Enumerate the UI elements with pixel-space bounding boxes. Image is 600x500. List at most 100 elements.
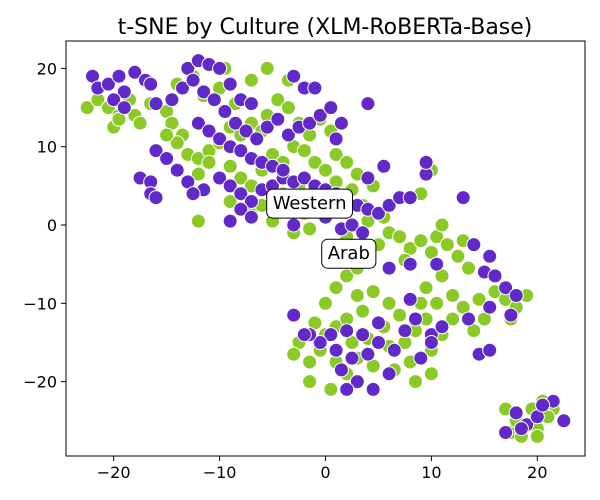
point-series-1-94 xyxy=(402,256,418,272)
point-series-0-92 xyxy=(445,311,461,327)
point-series-1-43 xyxy=(212,170,228,186)
point-series-0-31 xyxy=(201,154,217,170)
point-series-0-32 xyxy=(222,158,238,174)
point-series-1-19 xyxy=(243,96,259,112)
y-tick-label: 0 xyxy=(47,216,57,235)
point-series-1-66 xyxy=(344,217,360,233)
annotation-box xyxy=(266,188,354,219)
annotation-label: Western xyxy=(273,193,347,214)
point-series-1-128 xyxy=(461,311,476,327)
point-series-1-67 xyxy=(355,225,371,241)
point-series-1-59 xyxy=(381,197,397,213)
point-series-1-40 xyxy=(169,162,185,178)
chart-title: t-SNE by Culture (XLM-RoBERTa-Base) xyxy=(118,15,533,40)
point-series-1-115 xyxy=(349,374,365,390)
point-series-1-26 xyxy=(249,131,265,147)
point-series-1-72 xyxy=(233,143,249,159)
point-series-1-70 xyxy=(212,131,228,147)
point-series-0-140 xyxy=(429,295,445,311)
point-series-1-107 xyxy=(360,346,376,362)
point-series-1-22 xyxy=(206,92,222,108)
point-series-1-103 xyxy=(286,307,302,323)
point-series-0-135 xyxy=(302,374,318,390)
point-series-0-43 xyxy=(339,154,355,170)
point-series-1-98 xyxy=(355,327,371,343)
point-series-0-136 xyxy=(323,381,339,397)
annotation-box xyxy=(321,238,377,269)
point-series-0-123 xyxy=(339,268,355,284)
point-series-1-125 xyxy=(498,280,514,296)
point-series-1-28 xyxy=(270,111,286,127)
point-series-0-137 xyxy=(408,374,423,390)
point-series-0-40 xyxy=(307,154,323,170)
point-series-1-81 xyxy=(185,186,201,202)
point-series-0-59 xyxy=(302,221,318,237)
point-series-1-87 xyxy=(402,190,418,206)
point-series-1-10 xyxy=(148,96,164,112)
point-series-1-99 xyxy=(339,323,355,339)
point-series-1-88 xyxy=(360,96,376,112)
point-series-1-69 xyxy=(201,123,217,139)
point-series-1-126 xyxy=(482,299,498,315)
point-series-1-139 xyxy=(482,248,498,264)
point-series-1-44 xyxy=(222,178,238,194)
point-series-1-61 xyxy=(243,209,259,225)
x-tick-label: −10 xyxy=(203,463,237,482)
point-series-1-62 xyxy=(286,217,302,233)
point-series-1-34 xyxy=(333,115,349,131)
annotation-western: Western xyxy=(266,188,354,219)
point-series-0-138 xyxy=(423,366,439,382)
point-series-1-89 xyxy=(328,131,344,147)
point-series-1-20 xyxy=(185,72,201,88)
point-series-1-106 xyxy=(344,350,360,366)
point-series-0-50 xyxy=(243,72,259,88)
point-series-1-31 xyxy=(302,115,318,131)
point-series-1-25 xyxy=(238,123,254,139)
point-series-1-111 xyxy=(408,311,423,327)
point-series-0-30 xyxy=(190,166,206,182)
point-series-1-97 xyxy=(371,315,386,331)
point-series-1-24 xyxy=(228,115,243,131)
point-series-1-8 xyxy=(106,92,122,108)
point-series-1-38 xyxy=(148,143,164,159)
point-series-0-33 xyxy=(233,170,249,186)
axes-layer: −20 −10 0 10 20 −20 −10 0 10 20 xyxy=(23,59,547,482)
point-series-1-122 xyxy=(482,342,498,358)
annotation-label: Arab xyxy=(328,243,370,264)
y-tick-label: −20 xyxy=(23,373,57,392)
point-series-0-51 xyxy=(259,60,275,76)
annotation-layer: Western Arab xyxy=(266,188,377,269)
point-series-0-121 xyxy=(318,295,333,311)
point-series-1-58 xyxy=(371,205,386,221)
y-tick-label: −10 xyxy=(23,294,57,313)
point-series-1-96 xyxy=(402,291,418,307)
point-series-1-114 xyxy=(423,335,439,350)
point-series-1-33 xyxy=(323,100,339,116)
point-series-1-11 xyxy=(164,92,180,108)
point-series-1-80 xyxy=(148,190,164,206)
point-series-1-17 xyxy=(222,76,238,92)
point-series-1-119 xyxy=(333,362,349,378)
point-series-1-118 xyxy=(381,366,397,382)
annotation-arab: Arab xyxy=(321,238,377,269)
point-series-1-76 xyxy=(275,162,291,178)
point-series-0-132 xyxy=(529,428,545,444)
point-series-0-114 xyxy=(381,295,397,311)
point-series-1-124 xyxy=(487,268,503,284)
point-series-1-37 xyxy=(307,80,323,96)
point-series-1-21 xyxy=(196,84,212,100)
point-series-1-104 xyxy=(296,327,312,343)
point-series-1-9 xyxy=(116,100,132,116)
point-series-1-116 xyxy=(365,381,381,397)
point-series-0-84 xyxy=(471,291,487,307)
point-series-0-73 xyxy=(413,233,429,249)
point-series-1-138 xyxy=(466,237,482,253)
x-tick-label: −20 xyxy=(97,463,131,482)
point-series-1-137 xyxy=(535,397,551,413)
point-series-1-16 xyxy=(212,60,228,76)
point-series-0-142 xyxy=(434,217,450,233)
point-series-1-91 xyxy=(418,154,434,170)
point-series-1-136 xyxy=(513,421,529,437)
